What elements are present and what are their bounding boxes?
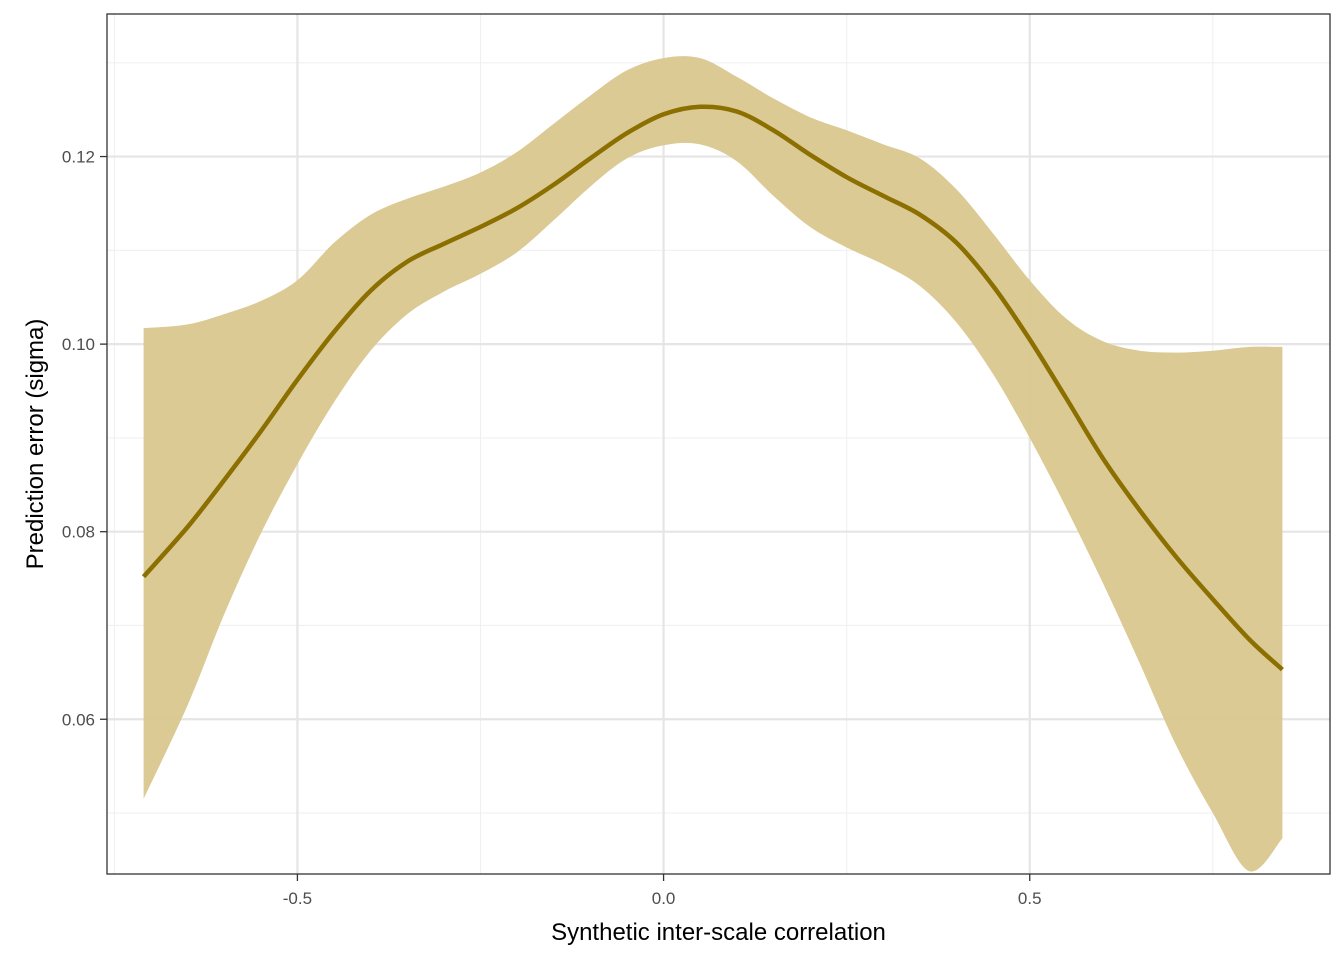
y-tick-label: 0.10 <box>62 335 95 354</box>
x-tick-label: 0.5 <box>1018 889 1042 908</box>
y-axis-ticks: 0.06 0.08 0.10 0.12 <box>62 148 107 729</box>
y-axis-title: Prediction error (sigma) <box>22 319 49 570</box>
y-tick-label: 0.06 <box>62 710 95 729</box>
x-axis-title: Synthetic inter-scale correlation <box>551 919 886 946</box>
x-tick-label: 0.0 <box>652 889 676 908</box>
y-tick-label: 0.08 <box>62 523 95 542</box>
confidence-ribbon <box>143 56 1283 872</box>
x-tick-label: -0.5 <box>283 889 312 908</box>
panel-border <box>106 13 1331 875</box>
smoothed-line <box>141 104 1284 672</box>
x-axis-ticks: -0.5 0.0 0.5 <box>283 874 1042 908</box>
y-tick-label: 0.12 <box>62 148 95 167</box>
